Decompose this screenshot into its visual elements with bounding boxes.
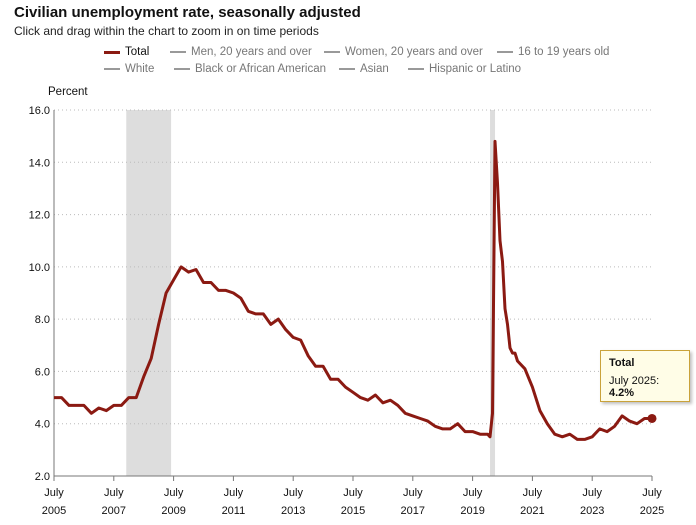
y-tick-label: 12.0 bbox=[29, 210, 50, 222]
recession-band bbox=[126, 110, 172, 476]
legend-item-men[interactable]: Men, 20 years and over bbox=[170, 46, 312, 58]
x-tick-month: July bbox=[523, 487, 543, 499]
legend-label: Hispanic or Latino bbox=[429, 63, 522, 75]
legend-swatch-icon bbox=[174, 68, 190, 70]
legend-item-teens[interactable]: 16 to 19 years old bbox=[497, 46, 609, 58]
x-axis: July 2005 July 2007 July 2009 July 2011 July 2013… bbox=[42, 475, 664, 517]
legend-label: White bbox=[125, 63, 155, 75]
legend-label: Women, 20 years and over bbox=[345, 46, 483, 58]
recession-bands bbox=[126, 110, 496, 476]
data-tooltip: Total July 2025: 4.2% bbox=[600, 350, 690, 402]
tooltip-value: 4.2% bbox=[609, 387, 635, 399]
x-tick-year: 2017 bbox=[401, 505, 425, 517]
legend-swatch-icon bbox=[339, 68, 355, 70]
x-tick-month: July bbox=[164, 487, 184, 499]
x-tick-year: 2009 bbox=[161, 505, 185, 517]
legend-swatch-icon bbox=[170, 51, 186, 53]
legend-label: Black or African American bbox=[195, 63, 327, 75]
y-tick-label: 8.0 bbox=[35, 314, 50, 326]
y-tick-label: 6.0 bbox=[35, 366, 50, 378]
y-tick-label: 4.0 bbox=[35, 419, 50, 431]
legend-swatch-icon bbox=[408, 68, 424, 70]
series-lines bbox=[54, 139, 657, 441]
y-tick-label: 16.0 bbox=[29, 105, 50, 117]
legend-label: 16 to 19 years old bbox=[518, 46, 610, 58]
x-tick-year: 2013 bbox=[281, 505, 305, 517]
chart-title: Civilian unemployment rate, seasonally a… bbox=[14, 4, 361, 21]
legend-item-white[interactable]: White bbox=[104, 63, 154, 75]
x-tick-month: July bbox=[403, 487, 423, 499]
legend-swatch-icon bbox=[324, 51, 340, 53]
x-tick-month: July bbox=[283, 487, 303, 499]
x-tick-year: 2005 bbox=[42, 505, 66, 517]
legend-item-hispanic[interactable]: Hispanic or Latino bbox=[408, 63, 521, 75]
tooltip-title: Total bbox=[609, 357, 635, 369]
x-tick-month: July bbox=[224, 487, 244, 499]
x-tick-month: July bbox=[463, 487, 483, 499]
legend-swatch-icon bbox=[497, 51, 513, 53]
legend-swatch-icon bbox=[104, 68, 120, 70]
x-tick-month: July bbox=[44, 487, 64, 499]
last-point-marker bbox=[647, 413, 657, 423]
x-tick-year: 2021 bbox=[520, 505, 544, 517]
legend-label: Total bbox=[125, 46, 150, 58]
y-axis-label: Percent bbox=[48, 86, 88, 98]
x-tick-month: July bbox=[343, 487, 363, 499]
x-tick-year: 2011 bbox=[222, 505, 246, 517]
legend-item-total[interactable]: Total bbox=[104, 46, 149, 58]
x-tick-year: 2023 bbox=[580, 505, 604, 517]
x-tick-month: July bbox=[582, 487, 602, 499]
y-tick-label: 14.0 bbox=[29, 157, 50, 169]
legend: Total Men, 20 years and over Women, 20 y… bbox=[0, 46, 696, 78]
x-tick-year: 2019 bbox=[460, 505, 484, 517]
legend-item-women[interactable]: Women, 20 years and over bbox=[324, 46, 483, 58]
y-tick-label: 10.0 bbox=[29, 262, 50, 274]
legend-swatch-icon bbox=[104, 50, 120, 54]
x-tick-year: 2015 bbox=[341, 505, 365, 517]
x-tick-month: July bbox=[642, 487, 662, 499]
chart-subtitle: Click and drag within the chart to zoom … bbox=[14, 24, 319, 38]
x-tick-year: 2025 bbox=[640, 505, 664, 517]
x-tick-year: 2007 bbox=[102, 505, 126, 517]
y-axis: 2.0 4.0 6.0 8.0 10.0 12.0 14.0 16.0 bbox=[29, 105, 55, 483]
y-tick-label: 2.0 bbox=[35, 471, 50, 483]
legend-item-black[interactable]: Black or African American bbox=[174, 63, 326, 75]
legend-item-asian[interactable]: Asian bbox=[339, 63, 389, 75]
legend-label: Asian bbox=[360, 63, 389, 75]
legend-label: Men, 20 years and over bbox=[191, 46, 312, 58]
x-tick-month: July bbox=[104, 487, 124, 499]
tooltip-label: July 2025: bbox=[609, 375, 660, 387]
tooltip-body: July 2025: 4.2% bbox=[609, 375, 681, 399]
series-line-total bbox=[54, 139, 652, 441]
